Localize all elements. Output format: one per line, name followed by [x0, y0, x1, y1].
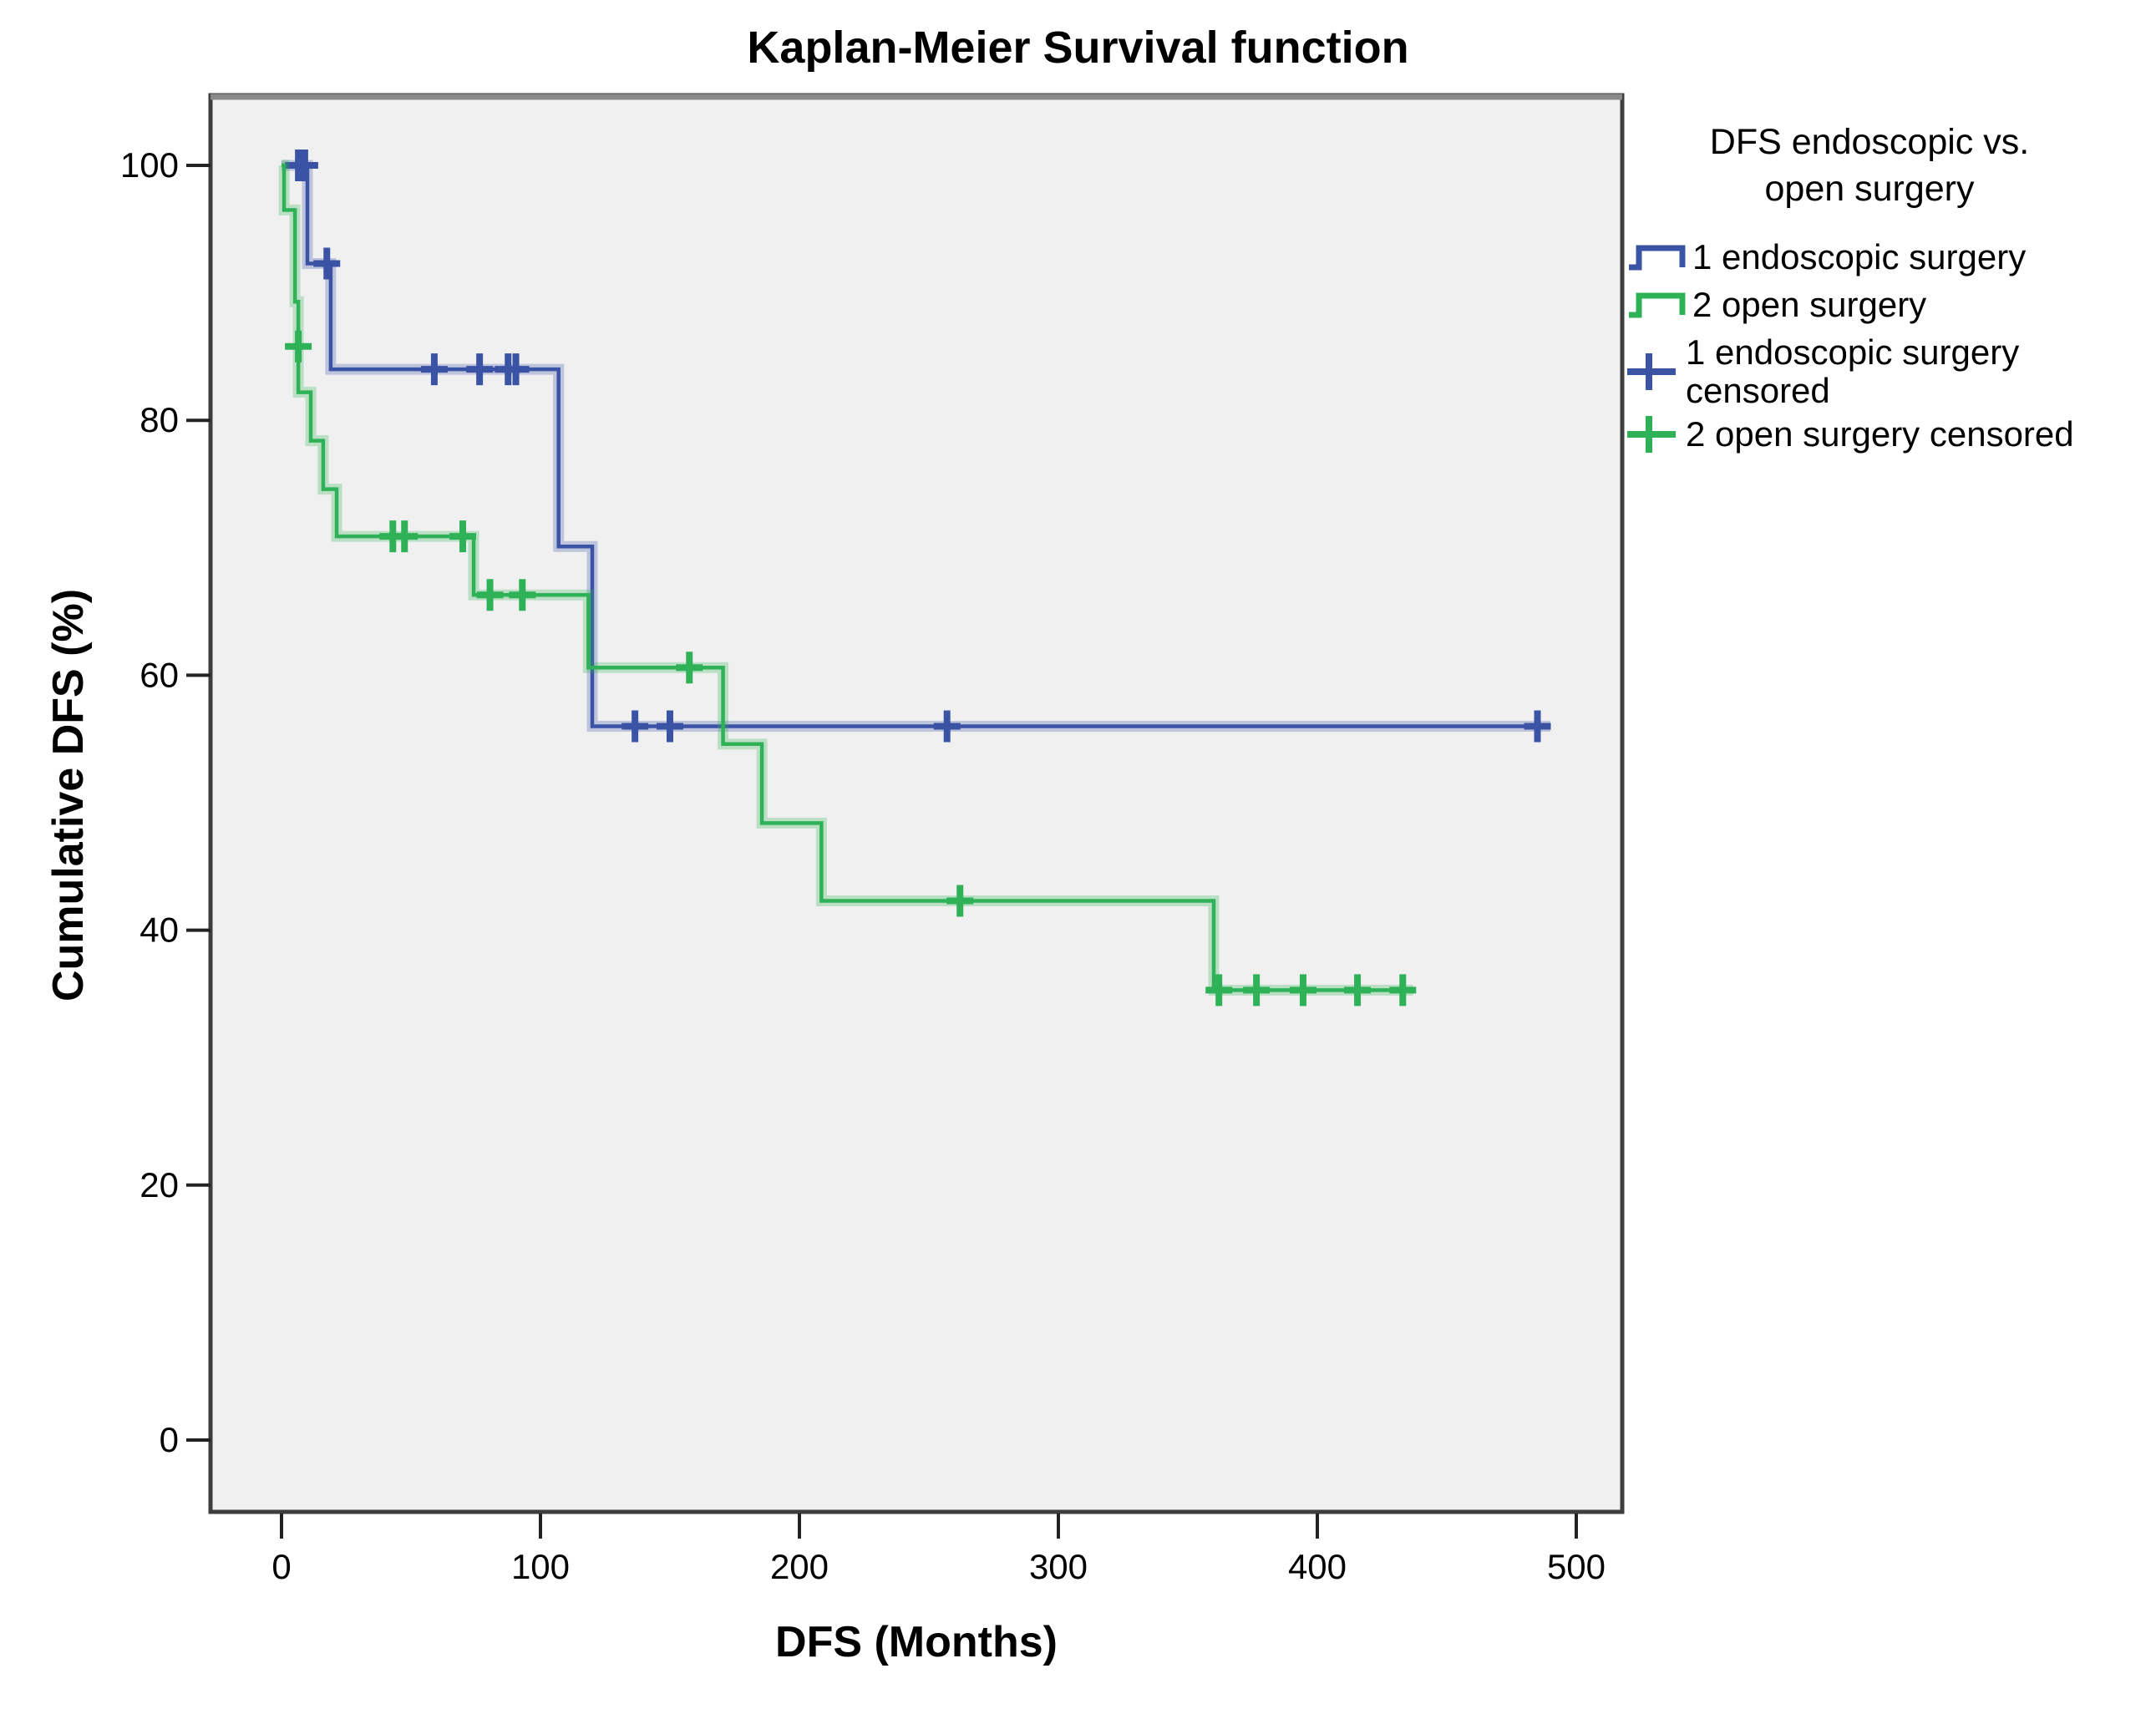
chart-title: Kaplan-Meier Survival function: [747, 23, 1409, 73]
x-tick-label: 0: [271, 1547, 291, 1586]
endoscopic-surgery-curve-censor-mark: [466, 353, 494, 386]
open-surgery-curve-censor-mark: [1205, 974, 1233, 1007]
x-axis-label: DFS (Months): [775, 1618, 1058, 1666]
y-tick-label: 40: [140, 910, 179, 950]
open-surgery-curve-censor-mark: [285, 330, 312, 363]
endoscopic-surgery-curve-censor-mark: [291, 150, 318, 181]
legend-item-label: 1 endoscopic surgery: [1686, 332, 2020, 372]
y-tick-label: 100: [120, 145, 179, 185]
open-surgery-curve-censor-mark: [1243, 974, 1271, 1007]
open-surgery-curve-censor-mark: [509, 579, 536, 611]
legend-item-1: 1 endoscopic surgery: [1627, 238, 2026, 276]
open-surgery-curve-censor-mark: [676, 652, 703, 684]
open-surgery-curve-censor-mark: [476, 579, 504, 611]
open-surgery-curve-censor-mark: [449, 520, 476, 553]
y-tick-label: 80: [140, 400, 179, 439]
endoscopic-surgery-curve-censor-mark: [420, 353, 448, 386]
step-line-icon: [1629, 245, 1686, 271]
endoscopic-surgery-curve-censor-mark: [657, 710, 683, 743]
x-tick-label: 100: [511, 1547, 570, 1586]
endoscopic-surgery-curve-censor-mark: [313, 247, 341, 280]
open-surgery-curve-censor-mark: [1289, 974, 1316, 1007]
endoscopic-surgery-curve-censor-mark: [502, 353, 530, 386]
legend-item-label: censored: [1686, 371, 1830, 410]
x-tick-label: 500: [1547, 1547, 1606, 1586]
plus-censored-icon: [1627, 353, 1676, 390]
step-line-icon: [1629, 292, 1686, 318]
endoscopic-surgery-curve-censor-mark: [1524, 710, 1551, 743]
endoscopic-surgery-curve-censor-mark: [621, 710, 649, 743]
open-surgery-curve-censor-mark: [391, 520, 419, 553]
y-tick-label: 0: [160, 1420, 179, 1459]
legend-item-4: 2 open surgery censored: [1627, 410, 2074, 459]
open-surgery-curve-censor-mark: [946, 885, 974, 917]
legend-item-3: 1 endoscopic surgery censored: [1627, 333, 2019, 410]
y-axis-label: Cumulative DFS (%): [44, 588, 93, 1002]
y-tick-label: 60: [140, 655, 179, 694]
open-surgery-curve-censor-mark: [1389, 974, 1417, 1007]
legend-title: DFS endoscopic vs. open surgery: [1627, 119, 2112, 212]
x-tick-label: 200: [770, 1547, 829, 1586]
open-surgery-curve-censor-mark: [1344, 974, 1372, 1007]
legend-item-label: 2 open surgery: [1692, 285, 1927, 324]
legend-item-label: 2 open surgery censored: [1686, 414, 2074, 454]
y-tick-label: 20: [140, 1165, 179, 1204]
legend-item-label: 1 endoscopic surgery: [1692, 237, 2027, 276]
plus-censored-icon: [1627, 416, 1676, 453]
legend-title-line1: DFS endoscopic vs.: [1709, 122, 2030, 162]
legend-title-line2: open surgery: [1764, 169, 1975, 209]
legend-item-2: 2 open surgery: [1627, 286, 1926, 324]
plot-frame: [208, 93, 1625, 1514]
x-tick-label: 300: [1029, 1547, 1088, 1586]
endoscopic-surgery-curve-censor-mark: [933, 710, 961, 743]
x-tick-label: 400: [1288, 1547, 1347, 1586]
